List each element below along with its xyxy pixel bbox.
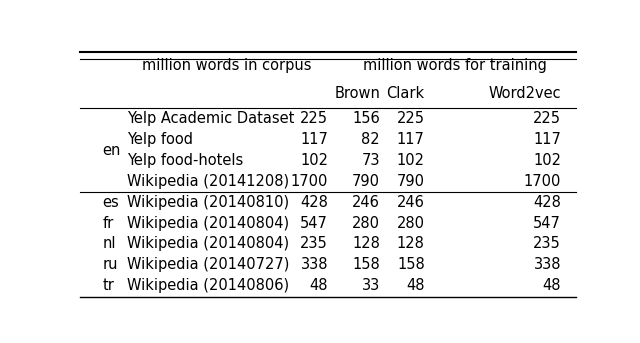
Text: 547: 547 <box>533 216 561 230</box>
Text: Wikipedia (20140804): Wikipedia (20140804) <box>127 216 289 230</box>
Text: Wikipedia (20140806): Wikipedia (20140806) <box>127 278 289 293</box>
Text: 117: 117 <box>397 132 425 147</box>
Text: 235: 235 <box>300 236 328 251</box>
Text: 246: 246 <box>352 195 380 210</box>
Text: 117: 117 <box>533 132 561 147</box>
Text: Brown: Brown <box>334 86 380 101</box>
Text: 790: 790 <box>397 174 425 189</box>
Text: 128: 128 <box>397 236 425 251</box>
Text: Wikipedia (20140804): Wikipedia (20140804) <box>127 236 289 251</box>
Text: 246: 246 <box>397 195 425 210</box>
Text: 1700: 1700 <box>291 174 328 189</box>
Text: 428: 428 <box>533 195 561 210</box>
Text: 547: 547 <box>300 216 328 230</box>
Text: Yelp Academic Dataset: Yelp Academic Dataset <box>127 111 294 127</box>
Text: 280: 280 <box>352 216 380 230</box>
Text: 428: 428 <box>300 195 328 210</box>
Text: Wikipedia (20141208): Wikipedia (20141208) <box>127 174 289 189</box>
Text: 48: 48 <box>310 278 328 293</box>
Text: 225: 225 <box>397 111 425 127</box>
Text: 158: 158 <box>397 257 425 272</box>
Text: es: es <box>102 195 119 210</box>
Text: 33: 33 <box>362 278 380 293</box>
Text: 1700: 1700 <box>524 174 561 189</box>
Text: 102: 102 <box>300 153 328 168</box>
Text: Yelp food-hotels: Yelp food-hotels <box>127 153 243 168</box>
Text: Wikipedia (20140727): Wikipedia (20140727) <box>127 257 289 272</box>
Text: Yelp food: Yelp food <box>127 132 193 147</box>
Text: 158: 158 <box>353 257 380 272</box>
Text: 338: 338 <box>301 257 328 272</box>
Text: 225: 225 <box>300 111 328 127</box>
Text: 102: 102 <box>533 153 561 168</box>
Text: 48: 48 <box>543 278 561 293</box>
Text: million words for training: million words for training <box>362 58 547 73</box>
Text: nl: nl <box>102 236 116 251</box>
Text: 156: 156 <box>353 111 380 127</box>
Text: million words in corpus: million words in corpus <box>141 58 311 73</box>
Text: 117: 117 <box>300 132 328 147</box>
Text: Word2vec: Word2vec <box>488 86 561 101</box>
Text: ru: ru <box>102 257 118 272</box>
Text: 73: 73 <box>362 153 380 168</box>
Text: Wikipedia (20140810): Wikipedia (20140810) <box>127 195 289 210</box>
Text: 280: 280 <box>397 216 425 230</box>
Text: tr: tr <box>102 278 114 293</box>
Text: 82: 82 <box>362 132 380 147</box>
Text: 235: 235 <box>533 236 561 251</box>
Text: fr: fr <box>102 216 113 230</box>
Text: 225: 225 <box>533 111 561 127</box>
Text: 102: 102 <box>397 153 425 168</box>
Text: 338: 338 <box>534 257 561 272</box>
Text: Clark: Clark <box>387 86 425 101</box>
Text: 48: 48 <box>406 278 425 293</box>
Text: 790: 790 <box>352 174 380 189</box>
Text: en: en <box>102 143 121 158</box>
Text: 128: 128 <box>352 236 380 251</box>
